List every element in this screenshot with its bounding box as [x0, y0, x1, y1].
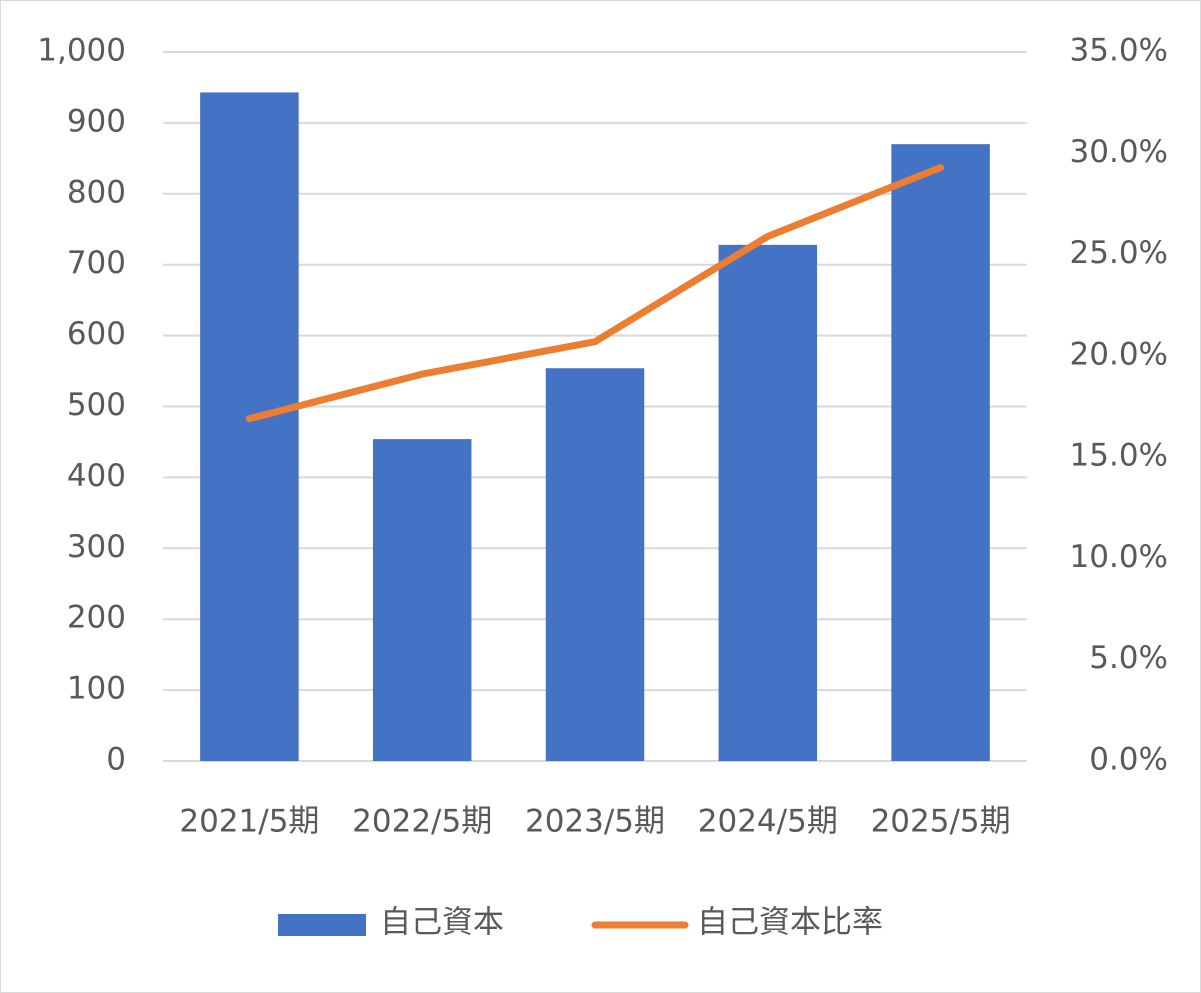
y2-tick-label: 25.0% — [1070, 235, 1168, 271]
y-tick-label: 300 — [67, 529, 126, 565]
y-tick-label: 800 — [67, 174, 126, 210]
x-tick-label: 2025/5期 — [871, 804, 1011, 840]
legend-label: 自己資本比率 — [697, 905, 883, 941]
y2-tick-label: 20.0% — [1070, 336, 1168, 372]
y2-tick-label: 35.0% — [1070, 33, 1168, 69]
y-tick-label: 400 — [67, 458, 126, 494]
y-tick-label: 0 — [106, 742, 126, 778]
bar — [545, 368, 645, 761]
legend-label: 自己資本 — [380, 905, 504, 941]
x-tick-label: 2023/5期 — [525, 804, 665, 840]
y-tick-label: 900 — [67, 103, 126, 139]
y-tick-label: 700 — [67, 245, 126, 281]
y2-tick-label: 0.0% — [1089, 742, 1168, 778]
x-tick-label: 2022/5期 — [352, 804, 492, 840]
bar — [891, 144, 990, 762]
y-tick-label: 100 — [67, 671, 126, 707]
y2-tick-label: 5.0% — [1089, 640, 1168, 676]
x-tick-label: 2024/5期 — [698, 804, 838, 840]
y2-tick-label: 30.0% — [1070, 134, 1168, 170]
y-tick-label: 500 — [67, 387, 126, 423]
bar — [718, 244, 818, 761]
y2-tick-label: 15.0% — [1070, 438, 1168, 474]
line — [245, 163, 945, 423]
bar — [372, 439, 472, 761]
x-tick-label: 2021/5期 — [179, 804, 319, 840]
y-tick-label: 1,000 — [37, 33, 126, 69]
y-tick-label: 200 — [67, 600, 126, 636]
y2-tick-label: 10.0% — [1070, 539, 1168, 575]
y-tick-label: 600 — [67, 316, 126, 352]
legend-swatch — [278, 914, 366, 936]
bar — [200, 92, 299, 761]
